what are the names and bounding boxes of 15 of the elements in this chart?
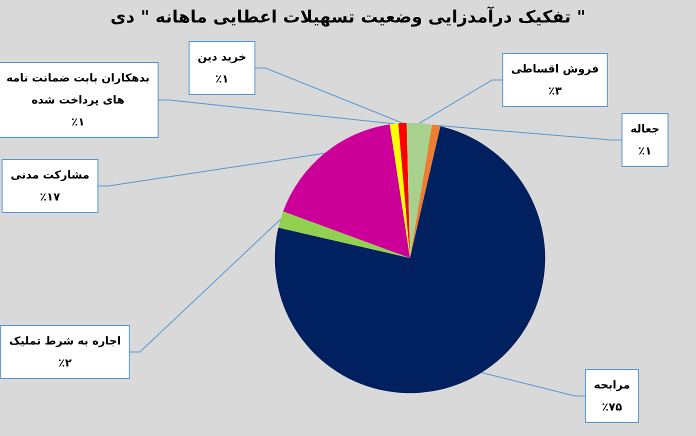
data-label: ٪۱۷ — [40, 190, 60, 204]
data-label: ٪۷۵ — [602, 400, 622, 414]
slice-label: فروش اقساطی — [511, 62, 599, 76]
slice-label: اجاره به شرط تملیک — [9, 334, 121, 348]
slice-label: خرید دین — [198, 50, 246, 64]
slice-label: مرابحه — [594, 378, 630, 392]
data-label: ٪۱ — [71, 116, 85, 128]
slice-label: مشارکت مدنی — [10, 168, 90, 182]
data-label: ٪۳ — [548, 84, 562, 98]
slice-label: جعاله — [630, 122, 660, 136]
chart-title: تفکیک درآمدزایی وضعیت تسهیلات اعطایی ماهانه " دی " — [110, 6, 586, 28]
data-label: ٪۱ — [215, 72, 229, 86]
data-label: ٪۱ — [638, 144, 652, 158]
data-label: ٪۲ — [58, 356, 72, 370]
slice-label: بدهکاران بابت ضمانت نامه های پرداخت شده — [6, 72, 150, 106]
